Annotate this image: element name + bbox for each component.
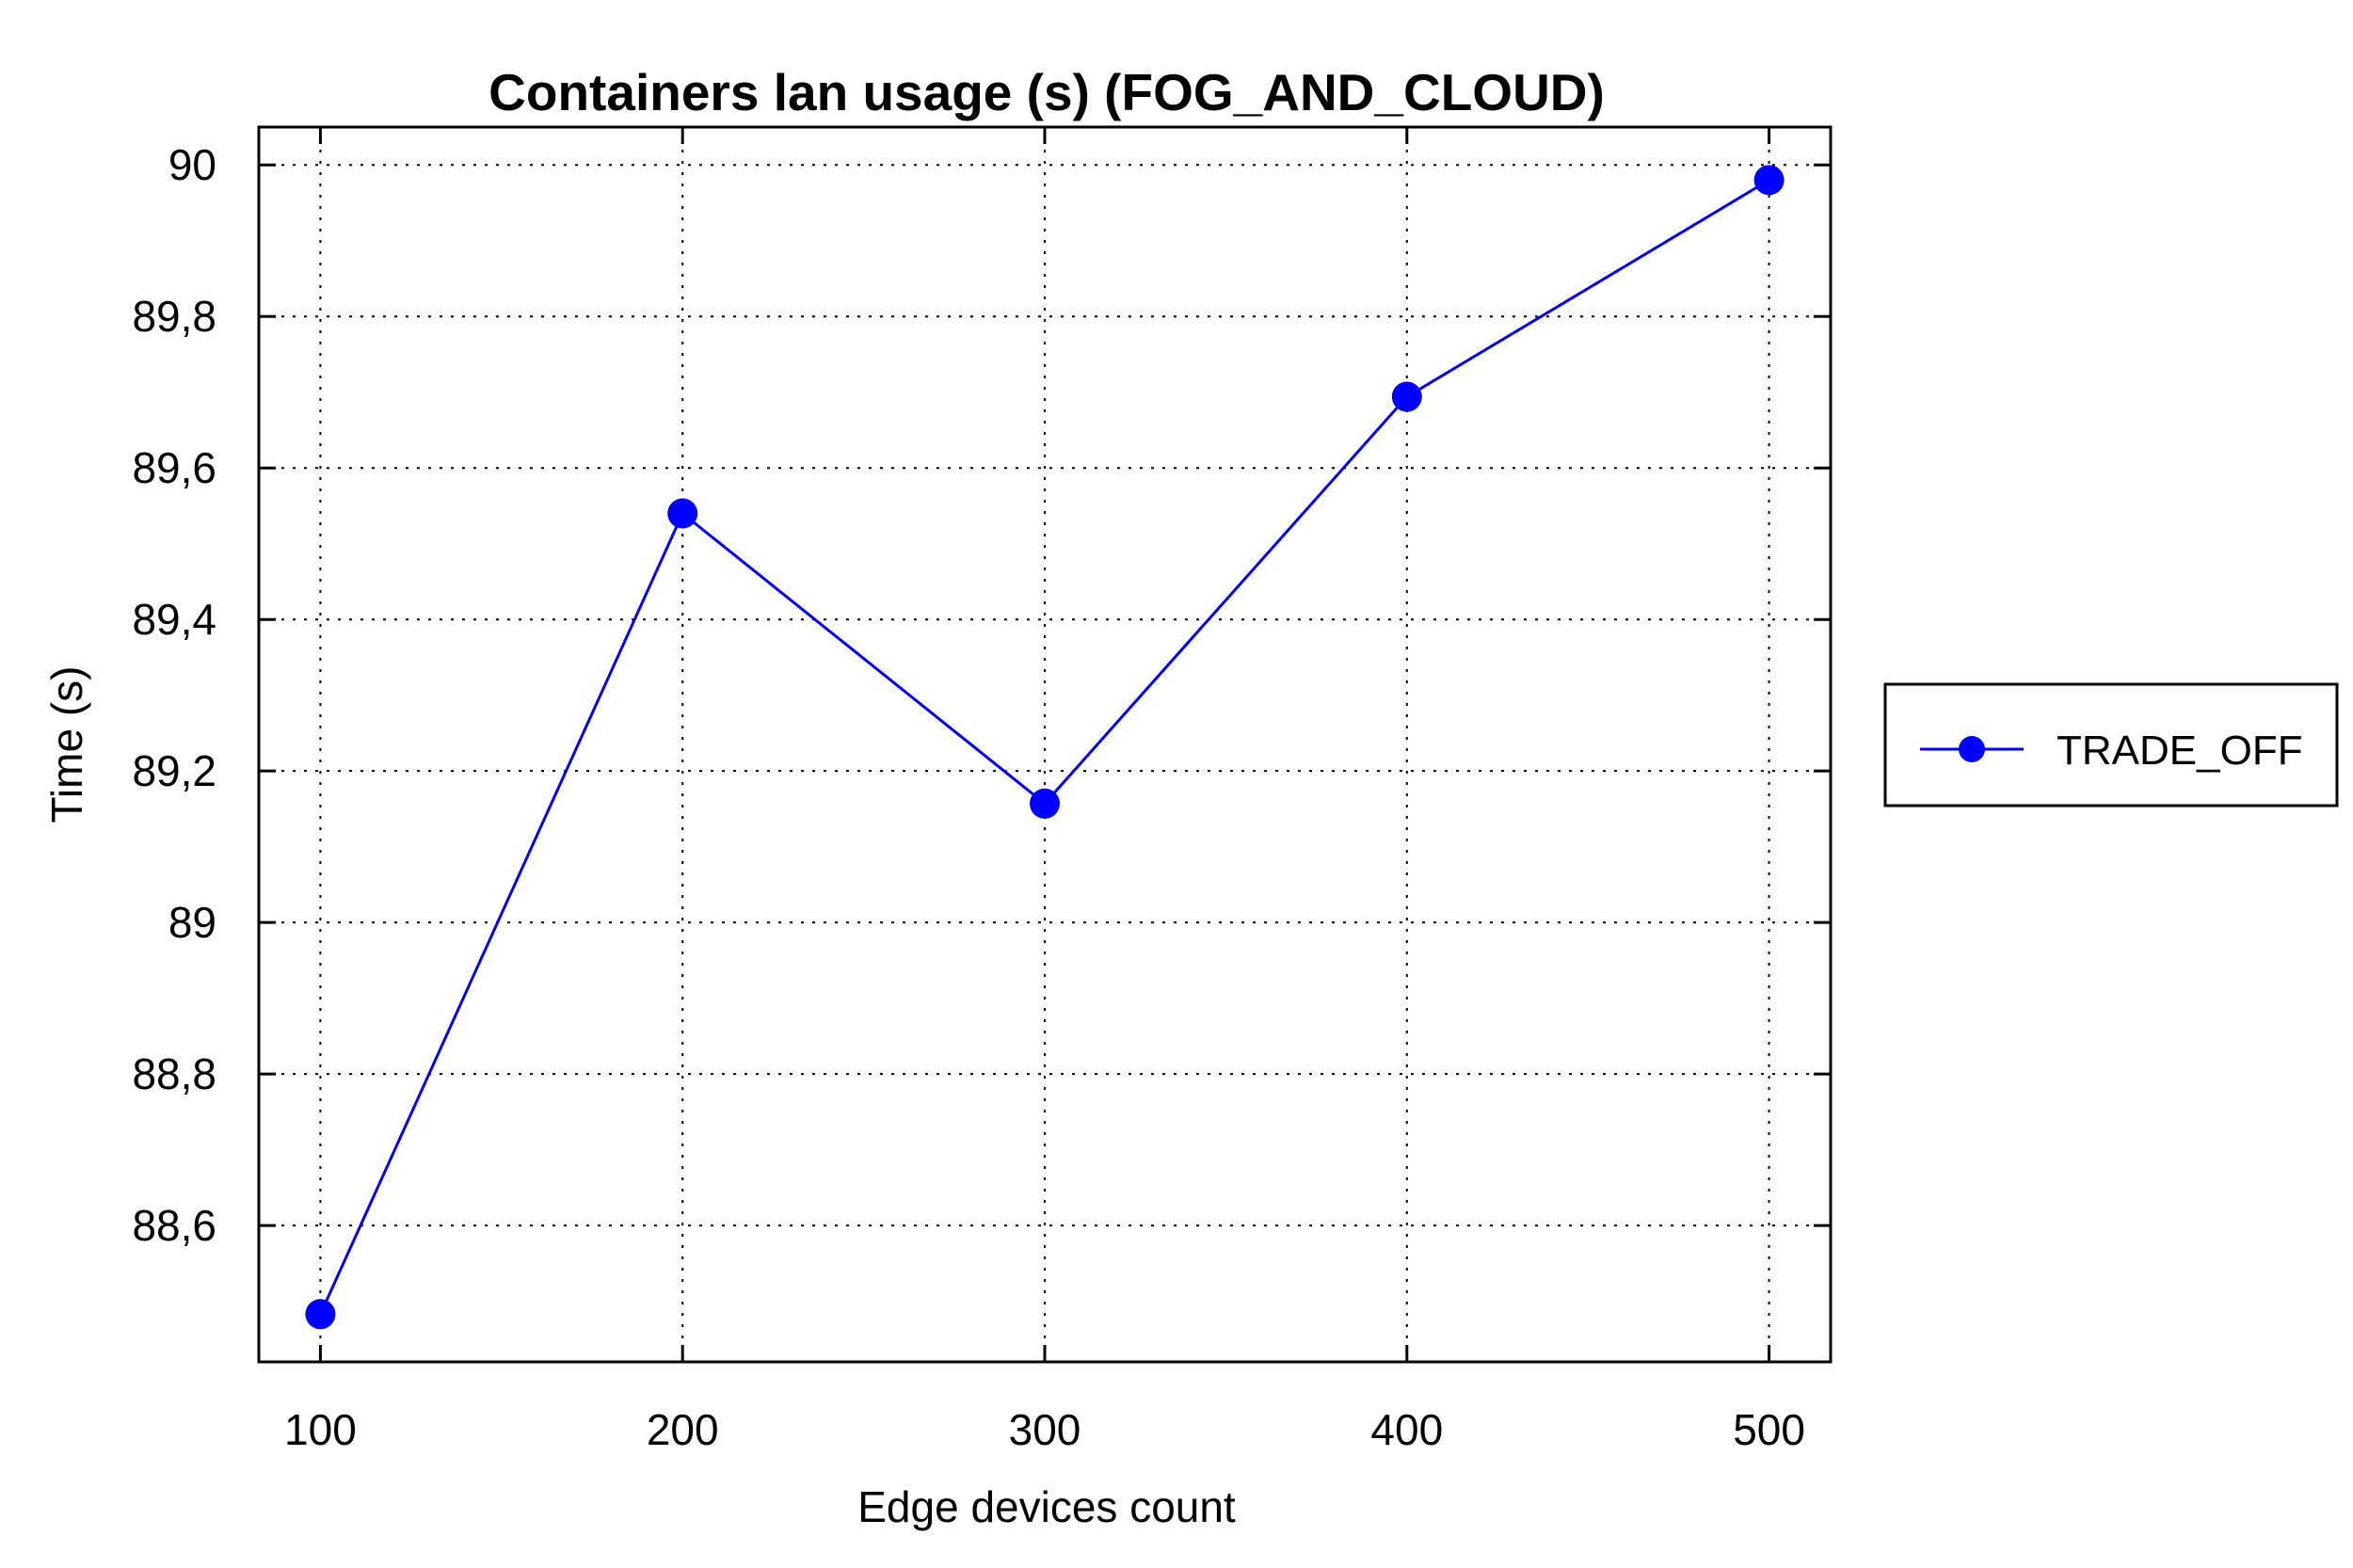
data-point [1391, 381, 1422, 412]
x-tick-label: 300 [1009, 1405, 1081, 1454]
series-layer [305, 165, 1785, 1330]
legend-label-trade-off: TRADE_OFF [2057, 728, 2303, 774]
x-tick-label: 200 [647, 1405, 719, 1454]
y-tick-label: 89,6 [132, 443, 216, 492]
y-tick-label: 89,8 [132, 292, 216, 341]
data-point [1753, 165, 1785, 196]
x-tick-label: 100 [284, 1405, 357, 1454]
x-tick-label: 400 [1370, 1405, 1443, 1454]
data-point [305, 1299, 336, 1330]
x-axis-label: Edge devices count [857, 1482, 1236, 1531]
legend: TRADE_OFF [1883, 682, 2339, 808]
axis-ticks: 100 200 300 400 500 88,6 88,8 89 89,2 89,4 89,6 89,… [132, 127, 1831, 1454]
x-tick-label: 500 [1733, 1405, 1805, 1454]
grid-lines [259, 127, 1831, 1362]
y-tick-label: 89 [168, 898, 216, 947]
chart-title: Containers lan usage (s) (FOG_AND_CLOUD) [488, 63, 1605, 121]
data-point [667, 498, 698, 529]
y-tick-label: 89,4 [132, 595, 216, 644]
plot-area-frame [257, 125, 1833, 1364]
y-tick-label: 88,6 [132, 1201, 216, 1250]
y-tick-label: 89,2 [132, 746, 216, 795]
y-tick-label: 90 [168, 140, 216, 189]
legend-marker-trade-off [1959, 736, 1985, 762]
data-point [1030, 788, 1060, 819]
y-tick-label: 88,8 [132, 1049, 216, 1098]
y-axis-label: Time (s) [42, 666, 91, 824]
